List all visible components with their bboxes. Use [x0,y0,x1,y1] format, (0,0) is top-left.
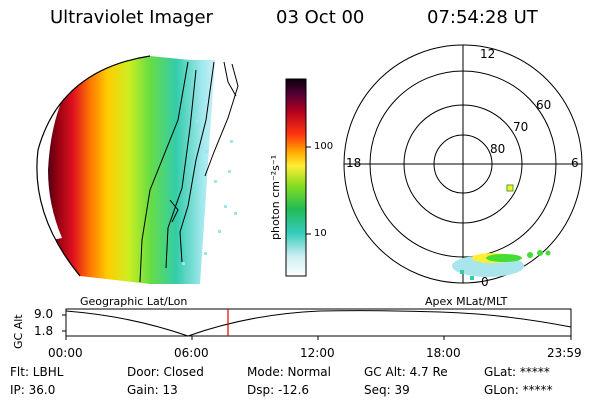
dsp-info: Dsp: -12.6 [247,383,310,397]
seq-info: Seq: 39 [364,383,410,397]
glon-info: GLon: ***** [484,383,553,397]
glat-info: GLat: ***** [484,365,550,379]
y-tick-9: 9.0 [34,307,54,321]
filter-info: Flt: LBHL [10,365,64,379]
colorbar: photon cm⁻²s⁻¹ [269,78,311,277]
colorbar-tick-100: 100 [314,141,334,152]
apex-label: Apex MLat/MLT [425,295,508,308]
x-tick-0000: 00:00 [48,346,83,360]
polar-plot [343,44,583,284]
date-label: 03 Oct 00 [276,7,365,28]
colorbar-unit-label: photon cm⁻²s⁻¹ [269,155,282,240]
x-tick-0600: 06:00 [174,346,209,360]
colorbar-tick-10: 10 [314,228,327,239]
y-tick-1.8: 1.8 [34,324,54,338]
earth-image [35,55,239,284]
lat-label-80: 80 [490,142,506,156]
gain-info: Gain: 13 [127,383,178,397]
timeline-plot: GC Alt [12,308,572,349]
mlt-label-0: 0 [481,275,489,289]
polar-aurora [452,250,551,280]
time-label: 07:54:28 UT [427,7,538,28]
x-tick-1800: 18:00 [426,346,461,360]
mlt-label-12: 12 [480,47,496,61]
mode-info: Mode: Normal [247,365,331,379]
gc-alt-info: GC Alt: 4.7 Re [364,365,448,379]
mlt-label-18: 18 [346,156,362,170]
lat-label-60: 60 [536,98,552,112]
door-info: Door: Closed [127,365,204,379]
gc-alt-axis-label: GC Alt [12,314,25,349]
lat-label-70: 70 [513,120,529,134]
instrument-title: Ultraviolet Imager [50,7,213,28]
x-tick-2359: 23:59 [547,346,582,360]
geographic-label: Geographic Lat/Lon [80,295,188,308]
ip-info: IP: 36.0 [10,383,56,397]
x-tick-1200: 12:00 [300,346,335,360]
mlt-label-6: 6 [571,156,579,170]
